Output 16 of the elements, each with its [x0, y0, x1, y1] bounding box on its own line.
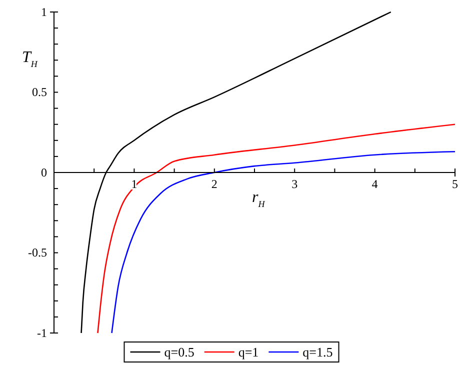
legend-label: q=1 [238, 344, 259, 360]
line-series [97, 124, 456, 334]
line-series [111, 150, 456, 334]
y-tick-label: 0 [41, 165, 47, 180]
x-axis-title: r$_{H}$ [252, 189, 266, 209]
y-tick-label: -0.5 [28, 246, 47, 260]
y-axis-title: T$_{H}$ [22, 49, 38, 69]
y-tick-label: 1 [41, 4, 47, 19]
y-tick-label: 0.5 [32, 85, 47, 100]
legend-label: q=0.5 [164, 344, 194, 360]
x-tick-label: 2 [211, 177, 218, 192]
x-tick-label: 3 [292, 177, 298, 192]
x-tick-label: 4 [372, 177, 378, 192]
y-tick-label: -1 [37, 326, 47, 340]
legend-label: q=1.5 [302, 344, 333, 360]
x-tick-label: 5 [452, 177, 458, 192]
